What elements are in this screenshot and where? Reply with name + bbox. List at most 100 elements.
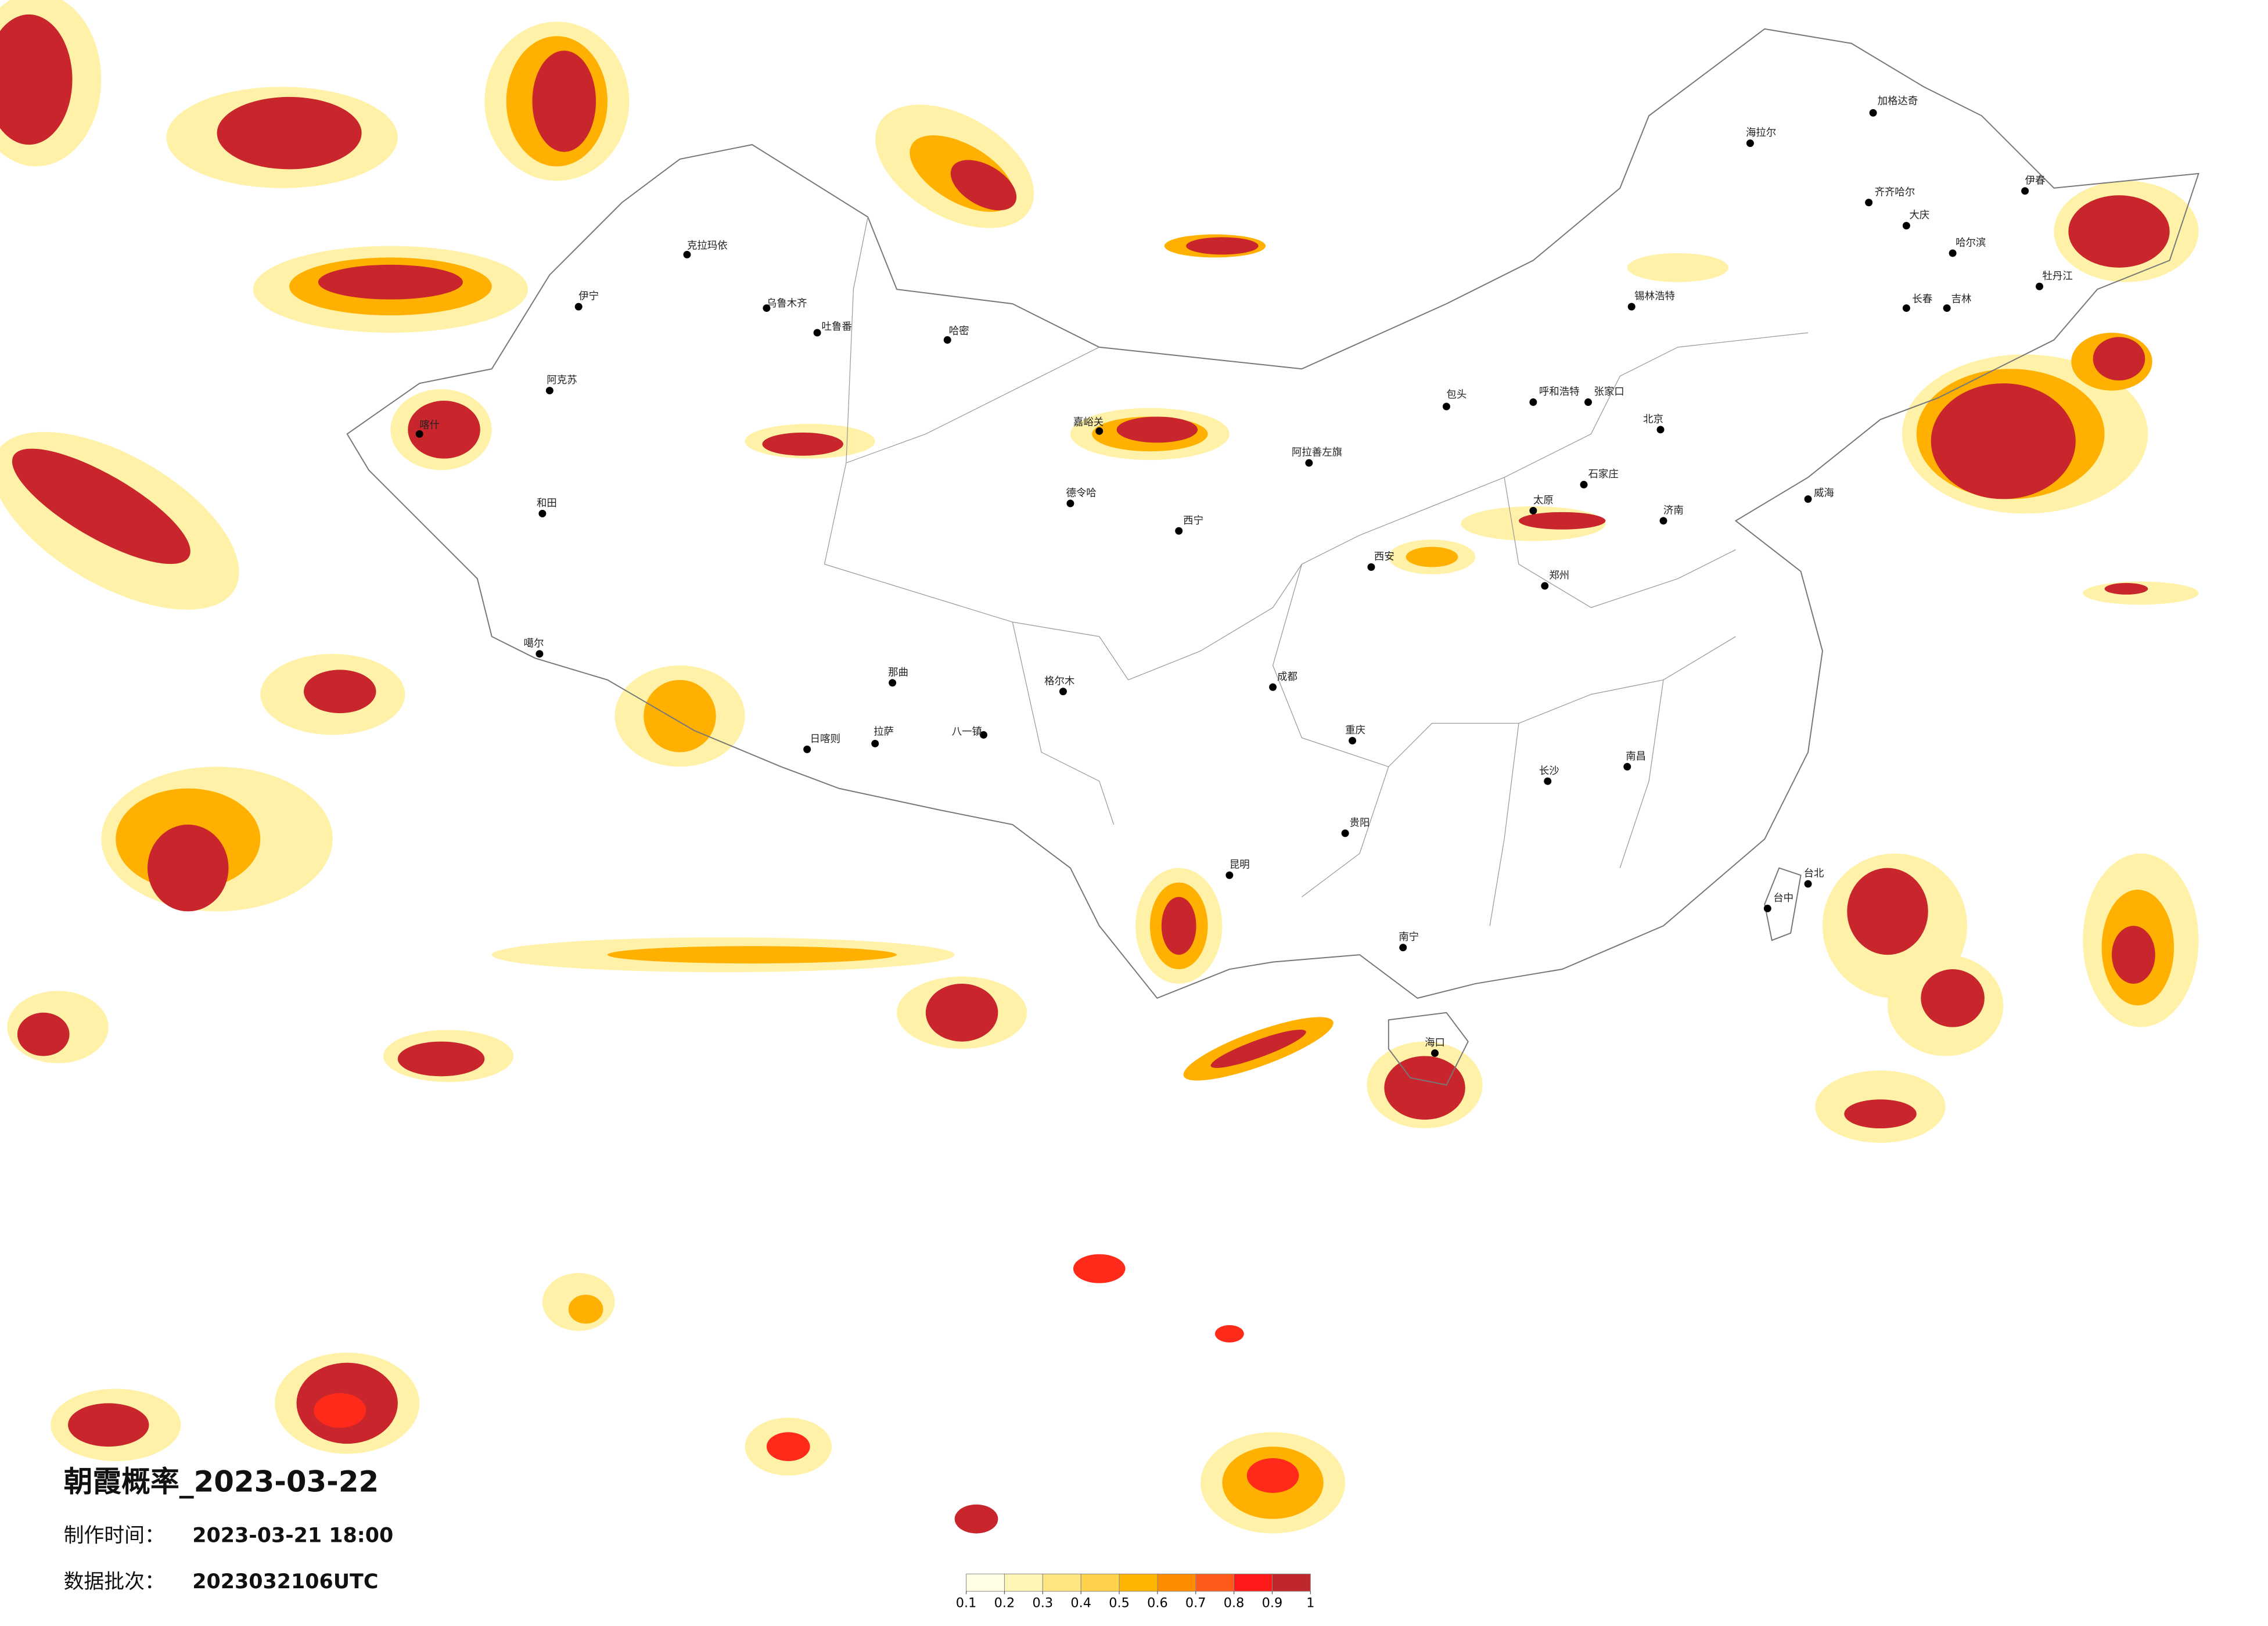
city-dot — [1623, 762, 1631, 771]
colorbar-tick-label: 0.4 — [1070, 1596, 1091, 1611]
city-dot — [1943, 304, 1951, 312]
city-dot — [1865, 199, 1873, 207]
colorbar-bin — [1004, 1573, 1043, 1592]
country-border — [346, 28, 2199, 1086]
colorbar-bin — [1080, 1573, 1120, 1592]
city-dot — [1529, 398, 1537, 406]
city-dot — [1225, 871, 1234, 879]
city-dot — [1349, 736, 1357, 744]
city-label: 长春 — [1912, 294, 1932, 305]
city-dot — [1529, 506, 1537, 515]
city-dot — [1804, 495, 1812, 503]
city-dot — [683, 250, 691, 258]
city-dot — [2036, 282, 2043, 290]
city-label: 吐鲁番 — [822, 321, 852, 333]
city-dot — [1367, 563, 1375, 571]
city-dot — [1269, 683, 1277, 691]
city-layer: 海拉尔 加格达奇 齐齐哈尔 大庆 哈尔滨 长春 吉林 伊春 牡丹江 锡林浩特 呼… — [415, 95, 2073, 1057]
city-dot — [980, 731, 987, 739]
map-title: 朝霞概率_2023-03-22 — [64, 1465, 379, 1498]
city-dot — [803, 745, 811, 753]
city-label: 牡丹江 — [2042, 271, 2072, 282]
city-label: 海拉尔 — [1746, 127, 1776, 139]
city-label: 阿克苏 — [547, 375, 577, 386]
batch-label: 数据批次： — [64, 1570, 165, 1593]
city-label: 长沙 — [1539, 765, 1559, 777]
city-label: 和田 — [537, 498, 557, 509]
city-dot — [1305, 459, 1313, 467]
colorbar-bin — [966, 1573, 1005, 1592]
city-label: 日喀则 — [810, 733, 840, 745]
city-dot — [1580, 481, 1588, 488]
city-dot — [1175, 527, 1183, 535]
city-label: 海口 — [1425, 1037, 1445, 1049]
city-dot — [943, 336, 951, 344]
colorbar-bin — [1119, 1573, 1158, 1592]
colorbar-bin — [1157, 1573, 1196, 1592]
city-dot — [538, 509, 547, 517]
colorbar-tick-label: 0.6 — [1147, 1596, 1168, 1611]
colorbar-tick-label: 0.9 — [1262, 1596, 1283, 1611]
city-label: 拉萨 — [874, 726, 894, 738]
city-dot — [1341, 829, 1349, 837]
city-dot — [1902, 304, 1910, 312]
city-label: 大庆 — [1909, 210, 1929, 221]
colorbar-bin — [1271, 1573, 1311, 1592]
colorbar-bin — [1042, 1573, 1081, 1592]
city-label: 锡林浩特 — [1634, 291, 1675, 303]
city-dot — [889, 679, 897, 687]
city-label: 齐齐哈尔 — [1875, 186, 1915, 198]
city-label: 台中 — [1773, 893, 1793, 904]
city-label: 伊宁 — [578, 291, 599, 303]
city-dot — [763, 304, 771, 312]
city-label: 加格达奇 — [1878, 95, 1918, 107]
city-label: 德令哈 — [1066, 487, 1096, 499]
city-label: 郑州 — [1549, 570, 1569, 581]
city-dot — [1949, 249, 1957, 257]
batch-value: 2023032106UTC — [192, 1570, 378, 1593]
city-dot — [415, 430, 423, 438]
city-label: 太原 — [1533, 495, 1554, 506]
city-label: 成都 — [1277, 671, 1297, 683]
city-label: 西宁 — [1183, 515, 1203, 527]
city-dot — [1804, 880, 1812, 888]
city-dot — [1627, 303, 1636, 311]
city-dot — [1869, 109, 1877, 117]
city-label: 格尔木 — [1044, 675, 1074, 687]
colorbar: 0.1 0.2 0.3 0.4 0.5 0.6 0.7 0.8 0.9 1 — [956, 1573, 1314, 1611]
city-label: 南昌 — [1626, 751, 1646, 762]
city-dot — [1066, 499, 1074, 508]
city-label: 石家庄 — [1588, 469, 1618, 480]
city-label: 哈尔滨 — [1956, 238, 1986, 249]
city-label: 嘉峪关 — [1073, 416, 1104, 428]
city-label: 呼和浩特 — [1539, 386, 1580, 398]
city-label: 威海 — [1814, 487, 1834, 499]
city-dot — [1659, 517, 1667, 525]
city-label: 噶尔 — [524, 638, 544, 650]
city-label: 哈密 — [949, 325, 969, 337]
city-dot — [1763, 904, 1771, 912]
city-label: 济南 — [1663, 505, 1684, 516]
colorbar-tick-label: 0.2 — [994, 1596, 1015, 1611]
colorbar-tick-label: 1 — [1306, 1596, 1314, 1611]
colorbar-tick-label: 0.1 — [956, 1596, 977, 1611]
city-dot — [1544, 777, 1552, 785]
city-dot — [574, 303, 583, 311]
city-dot — [545, 387, 553, 395]
city-dot — [1095, 427, 1104, 435]
city-dot — [1656, 426, 1665, 434]
city-dot — [1442, 402, 1450, 411]
colorbar-bin — [1195, 1573, 1235, 1592]
colorbar-tick-label: 0.3 — [1033, 1596, 1054, 1611]
city-label: 八一镇 — [952, 726, 982, 738]
city-dot — [1902, 222, 1910, 230]
city-label: 西安 — [1374, 551, 1394, 563]
city-dot — [871, 739, 879, 747]
city-dot — [1584, 398, 1592, 406]
city-dot — [1746, 139, 1754, 148]
city-label: 北京 — [1643, 413, 1663, 425]
city-label: 克拉玛依 — [687, 240, 728, 251]
made-label: 制作时间： — [64, 1524, 165, 1548]
city-label: 喀什 — [419, 419, 440, 431]
